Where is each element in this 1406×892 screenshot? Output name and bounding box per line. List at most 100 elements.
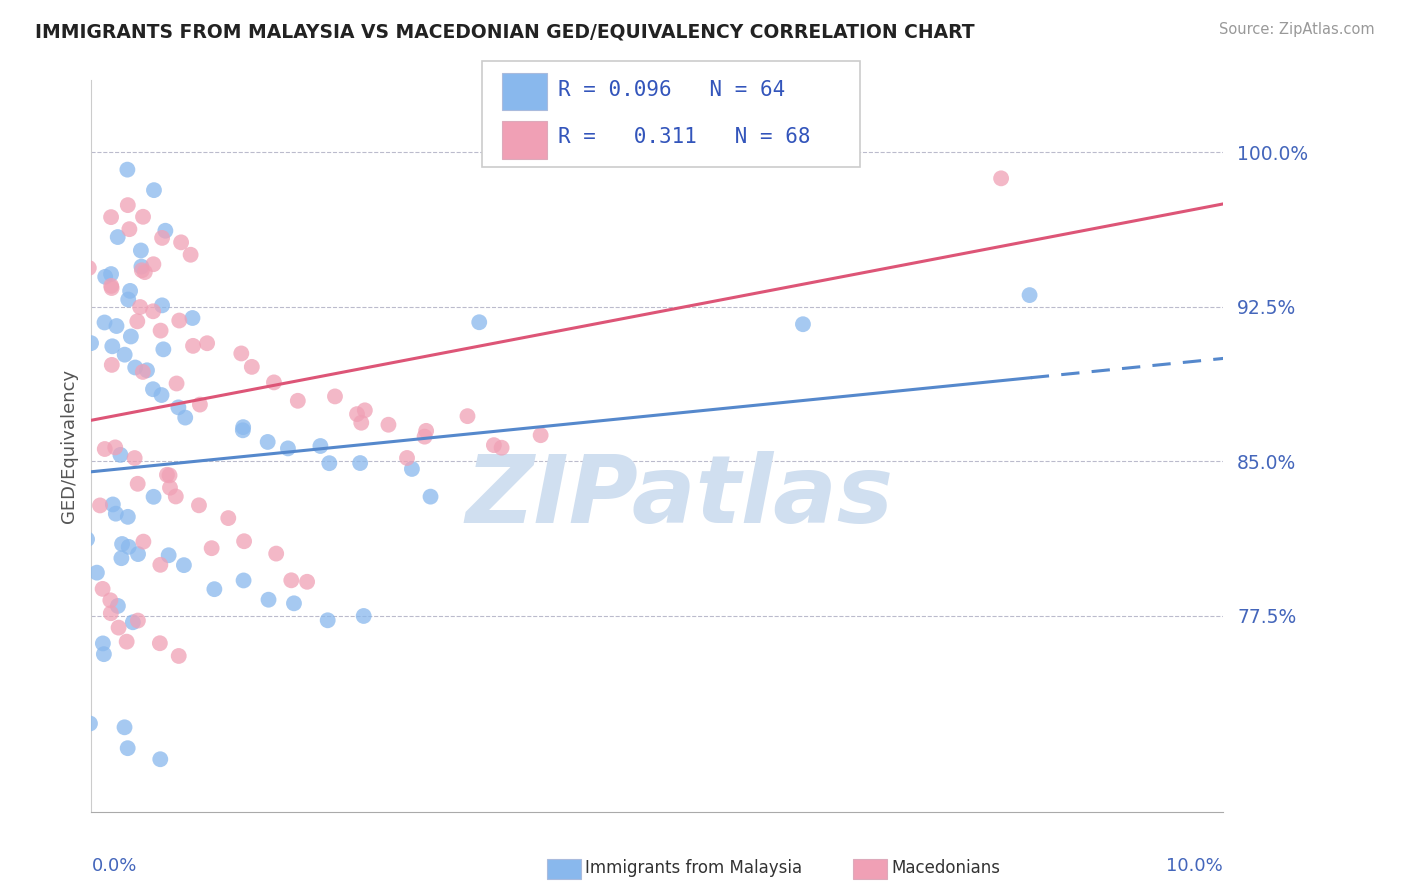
Point	[169, 313, 191, 327]
Point	[323, 389, 346, 403]
Point	[101, 358, 124, 372]
Point	[377, 417, 399, 432]
Point	[118, 222, 141, 236]
Point	[165, 490, 187, 504]
Text: Immigrants from Malaysia: Immigrants from Malaysia	[585, 859, 801, 877]
Point	[124, 360, 146, 375]
Point	[142, 382, 165, 396]
Point	[76, 533, 98, 547]
Point	[89, 499, 111, 513]
Point	[110, 448, 132, 462]
Point	[256, 434, 278, 449]
Point	[143, 183, 166, 197]
Point	[124, 451, 146, 466]
Point	[132, 365, 155, 379]
Point	[107, 230, 129, 244]
Point	[131, 260, 153, 274]
Point	[101, 339, 124, 353]
Point	[174, 410, 197, 425]
Point	[114, 720, 136, 734]
Point	[316, 613, 339, 627]
Point	[188, 498, 211, 512]
Point	[107, 621, 129, 635]
Point	[77, 260, 100, 275]
Text: 0.0%: 0.0%	[91, 857, 136, 875]
Point	[401, 462, 423, 476]
Point	[149, 324, 172, 338]
Point	[413, 430, 436, 444]
Point	[181, 339, 204, 353]
Point	[107, 599, 129, 613]
Point	[318, 456, 340, 470]
Point	[111, 537, 134, 551]
Point	[283, 596, 305, 610]
Point	[132, 210, 155, 224]
Point	[104, 507, 127, 521]
Point	[157, 548, 180, 562]
Point	[201, 541, 224, 556]
Point	[232, 423, 254, 437]
Point	[173, 558, 195, 573]
Point	[156, 467, 179, 482]
Point	[129, 244, 152, 258]
Point	[118, 540, 141, 554]
Point	[93, 647, 115, 661]
Y-axis label: GED/Equivalency: GED/Equivalency	[59, 369, 77, 523]
Point	[91, 636, 114, 650]
Point	[100, 267, 122, 281]
Text: 10.0%: 10.0%	[1167, 857, 1223, 875]
Point	[167, 648, 190, 663]
Point	[121, 615, 143, 630]
Point	[167, 401, 190, 415]
Point	[202, 582, 225, 597]
Point	[117, 162, 139, 177]
Point	[115, 634, 138, 648]
Point	[295, 574, 318, 589]
Point	[142, 257, 165, 271]
Point	[240, 359, 263, 374]
Point	[233, 534, 256, 549]
Point	[395, 450, 418, 465]
Point	[149, 558, 172, 572]
Text: IMMIGRANTS FROM MALAYSIA VS MACEDONIAN GED/EQUIVALENCY CORRELATION CHART: IMMIGRANTS FROM MALAYSIA VS MACEDONIAN G…	[35, 22, 974, 41]
Point	[150, 231, 173, 245]
Point	[110, 551, 132, 566]
Point	[217, 511, 239, 525]
Point	[277, 442, 299, 456]
Point	[188, 398, 211, 412]
Point	[159, 468, 181, 483]
Point	[166, 376, 188, 391]
Point	[86, 566, 108, 580]
Point	[132, 534, 155, 549]
Point	[127, 314, 149, 328]
Point	[134, 265, 156, 279]
Point	[79, 716, 101, 731]
Point	[149, 636, 172, 650]
Point	[91, 582, 114, 596]
Text: Source: ZipAtlas.com: Source: ZipAtlas.com	[1219, 22, 1375, 37]
Point	[456, 409, 478, 424]
Point	[1018, 288, 1040, 302]
Point	[136, 363, 159, 377]
Point	[150, 388, 173, 402]
Point	[127, 476, 149, 491]
Point	[129, 300, 152, 314]
Point	[114, 348, 136, 362]
Point	[117, 509, 139, 524]
Point	[181, 311, 204, 326]
Point	[280, 574, 302, 588]
Point	[94, 442, 117, 456]
Point	[195, 336, 218, 351]
Point	[346, 407, 368, 421]
Point	[353, 609, 375, 624]
Point	[142, 304, 165, 318]
Point	[264, 547, 287, 561]
Text: ZIPatlas: ZIPatlas	[465, 451, 894, 543]
Point	[93, 316, 115, 330]
Point	[127, 547, 149, 561]
Text: R = 0.096   N = 64: R = 0.096 N = 64	[558, 80, 786, 100]
Point	[792, 317, 814, 331]
Point	[419, 490, 441, 504]
Point	[100, 278, 122, 293]
Point	[468, 315, 491, 329]
